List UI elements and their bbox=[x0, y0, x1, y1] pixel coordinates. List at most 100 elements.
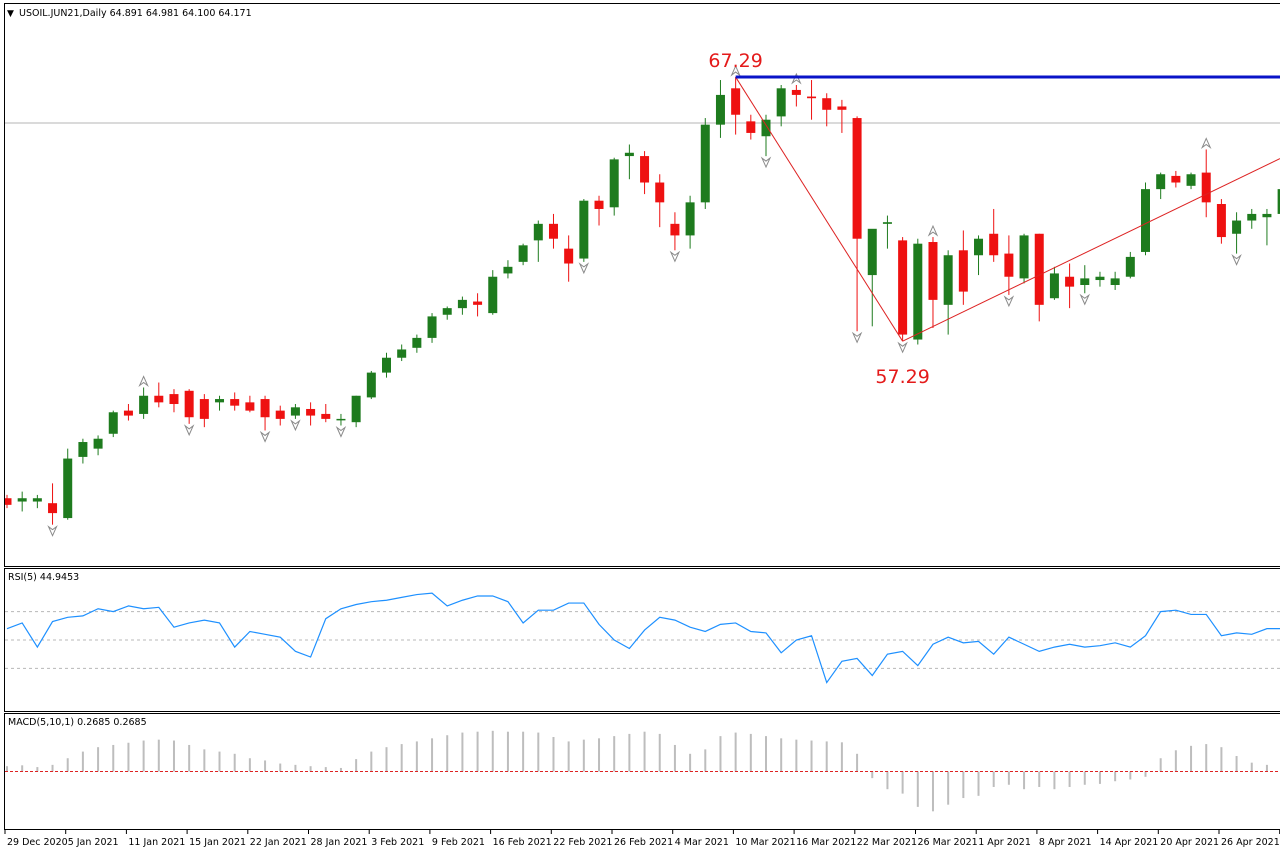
candle-body bbox=[777, 88, 786, 116]
candle-body bbox=[124, 411, 133, 416]
candle-body bbox=[625, 153, 634, 156]
candle-body bbox=[321, 414, 330, 419]
x-axis-tick-label: 3 Feb 2021 bbox=[371, 837, 424, 848]
candle-body bbox=[63, 459, 72, 519]
candle-body bbox=[185, 391, 194, 417]
candle-body bbox=[397, 349, 406, 357]
candle-body bbox=[989, 234, 998, 255]
x-axis-tick-label: 16 Feb 2021 bbox=[493, 837, 552, 848]
candle-body bbox=[1217, 204, 1226, 237]
main-header-arrow[interactable]: ▼ bbox=[7, 9, 14, 19]
x-axis-tick-label: 26 Apr 2021 bbox=[1221, 837, 1280, 848]
candle-body bbox=[48, 503, 57, 513]
price-level-label: 57.29 bbox=[875, 366, 929, 388]
candle-body bbox=[792, 90, 801, 95]
candle-body bbox=[154, 396, 163, 403]
candle-body bbox=[367, 373, 376, 398]
x-axis-tick-label: 22 Mar 2021 bbox=[857, 837, 917, 848]
x-axis-tick-label: 22 Feb 2021 bbox=[553, 837, 612, 848]
candle-body bbox=[1020, 235, 1029, 278]
candle-body bbox=[883, 222, 892, 224]
candle-body bbox=[898, 240, 907, 334]
candle-body bbox=[822, 98, 831, 110]
x-axis-tick-label: 20 Apr 2021 bbox=[1160, 837, 1219, 848]
candle-body bbox=[412, 338, 421, 348]
candle-body bbox=[762, 120, 771, 137]
candle-body bbox=[1065, 277, 1074, 287]
candle-body bbox=[230, 399, 239, 406]
candle-body bbox=[382, 358, 391, 373]
candle-body bbox=[503, 267, 512, 274]
candle-body bbox=[928, 242, 937, 300]
candle-body bbox=[564, 249, 573, 264]
x-axis-tick-label: 14 Apr 2021 bbox=[1100, 837, 1159, 848]
candle-body bbox=[1232, 221, 1241, 234]
x-axis-tick-label: 16 Mar 2021 bbox=[796, 837, 856, 848]
candle-body bbox=[1202, 173, 1211, 203]
candle-body bbox=[534, 224, 543, 241]
x-axis-tick-label: 26 Feb 2021 bbox=[614, 837, 673, 848]
candle-body bbox=[291, 407, 300, 415]
candle-body bbox=[1035, 234, 1044, 305]
candle-body bbox=[1187, 174, 1196, 186]
candle-body bbox=[579, 201, 588, 259]
x-axis-tick-label: 1 Apr 2021 bbox=[978, 837, 1031, 848]
candle-body bbox=[610, 159, 619, 207]
x-axis-tick-label: 28 Jan 2021 bbox=[311, 837, 368, 848]
candle-body bbox=[1080, 278, 1089, 285]
candle-body bbox=[1126, 257, 1135, 277]
candle-body bbox=[701, 125, 710, 203]
candle-body bbox=[837, 106, 846, 109]
candle-body bbox=[109, 412, 118, 433]
candle-body bbox=[352, 396, 361, 422]
main-pane-header: USOIL.JUN21,Daily 64.891 64.981 64.100 6… bbox=[19, 8, 252, 19]
candle-body bbox=[670, 224, 679, 236]
candle-body bbox=[139, 396, 148, 414]
candle-body bbox=[974, 239, 983, 256]
candle-body bbox=[1156, 174, 1165, 189]
candle-body bbox=[913, 244, 922, 340]
x-axis-tick-label: 22 Jan 2021 bbox=[250, 837, 307, 848]
candle-body bbox=[944, 255, 953, 305]
x-axis-tick-label: 10 Mar 2021 bbox=[735, 837, 795, 848]
candle-body bbox=[33, 498, 42, 501]
candle-body bbox=[1004, 254, 1013, 277]
candle-body bbox=[458, 300, 467, 308]
candle-body bbox=[1050, 273, 1059, 298]
x-axis-tick-label: 26 Mar 2021 bbox=[918, 837, 978, 848]
candle-body bbox=[640, 156, 649, 182]
candle-body bbox=[473, 302, 482, 305]
candle-body bbox=[3, 498, 12, 505]
x-axis-tick-label: 8 Apr 2021 bbox=[1039, 837, 1092, 848]
candle-body bbox=[261, 399, 270, 417]
candle-body bbox=[807, 97, 816, 99]
candle-body bbox=[245, 402, 254, 410]
candle-body bbox=[1141, 189, 1150, 252]
x-axis-tick-label: 9 Feb 2021 bbox=[432, 837, 485, 848]
price-level-label: 67.29 bbox=[708, 50, 762, 72]
candle-body bbox=[686, 202, 695, 235]
candle-body bbox=[443, 308, 452, 315]
macd-pane-label: MACD(5,10,1) 0.2685 0.2685 bbox=[8, 717, 147, 728]
candle-body bbox=[716, 95, 725, 125]
candle-body bbox=[1247, 214, 1256, 221]
rsi-pane-label: RSI(5) 44.9453 bbox=[8, 572, 79, 583]
x-axis-tick-label: 11 Jan 2021 bbox=[128, 837, 185, 848]
candle-body bbox=[549, 224, 558, 239]
x-axis-tick-label: 15 Jan 2021 bbox=[189, 837, 246, 848]
candle-body bbox=[1095, 277, 1104, 280]
candle-body bbox=[853, 118, 862, 239]
candle-body bbox=[306, 409, 315, 416]
candle-body bbox=[78, 442, 87, 457]
candle-body bbox=[94, 439, 103, 449]
candle-body bbox=[731, 88, 740, 114]
candle-body bbox=[1171, 176, 1180, 183]
x-axis-tick-label: 4 Mar 2021 bbox=[675, 837, 729, 848]
candle-body bbox=[276, 411, 285, 419]
candle-body bbox=[428, 316, 437, 337]
candle-body bbox=[595, 201, 604, 209]
x-axis-tick-label: 5 Jan 2021 bbox=[68, 837, 119, 848]
candle-body bbox=[519, 245, 528, 262]
